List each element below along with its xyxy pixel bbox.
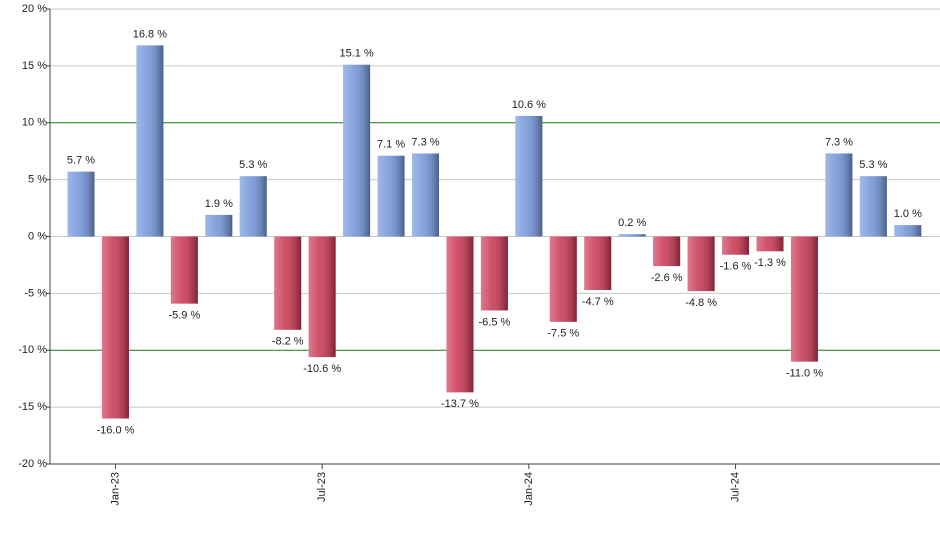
bar-shade	[480, 236, 508, 311]
data-label: -7.5 %	[547, 328, 579, 340]
bar-shade	[343, 64, 371, 237]
bar-shade	[825, 153, 853, 237]
data-label: 0.2 %	[618, 217, 646, 229]
y-tick-label: -15 %	[18, 401, 47, 413]
data-label: 5.7 %	[67, 155, 95, 167]
data-label: -10.6 %	[303, 363, 341, 375]
x-tick-label: Jul-23	[316, 472, 328, 502]
data-label: 15.1 %	[339, 48, 373, 60]
data-label: 5.3 %	[859, 159, 887, 171]
bar-shade	[618, 234, 646, 237]
y-tick-label: -10 %	[18, 344, 47, 356]
bar-shade	[549, 236, 577, 322]
bar-shade	[722, 236, 750, 255]
y-tick-label: 10 %	[22, 117, 47, 129]
data-label: -13.7 %	[441, 398, 479, 410]
data-label: 7.3 %	[825, 136, 853, 148]
y-tick-label: 20 %	[22, 3, 47, 15]
y-tick-label: 0 %	[28, 230, 47, 242]
data-label: -6.5 %	[479, 316, 511, 328]
bar-shade	[67, 171, 95, 237]
y-tick-label: 15 %	[22, 60, 47, 72]
bar-shade	[239, 176, 267, 237]
data-label: 7.1 %	[377, 139, 405, 151]
bar-shade	[894, 225, 922, 237]
y-tick-label: -5 %	[24, 287, 47, 299]
data-label: -4.7 %	[582, 296, 614, 308]
bar-shade	[101, 236, 129, 419]
data-label: -8.2 %	[272, 336, 304, 348]
bar-shade	[377, 155, 405, 237]
bar-shade	[859, 176, 887, 237]
bar-shade	[308, 236, 336, 358]
bar-shade	[756, 236, 784, 252]
x-tick-label: Jul-24	[729, 472, 741, 502]
bar-shade	[412, 153, 439, 237]
data-label: -4.8 %	[685, 297, 717, 309]
bar-shade	[136, 45, 164, 237]
bar-shade	[584, 236, 612, 290]
x-tick-label: Jan-23	[109, 472, 121, 506]
data-label: 7.3 %	[411, 136, 439, 148]
y-tick-label: -20 %	[18, 458, 47, 470]
data-label: 1.9 %	[205, 198, 233, 210]
data-label: -11.0 %	[786, 368, 823, 380]
data-label: -2.6 %	[651, 272, 683, 284]
x-tick-label: Jan-24	[523, 472, 535, 506]
y-tick-label: 5 %	[28, 174, 47, 186]
data-label: -16.0 %	[96, 424, 134, 436]
bar-shade	[205, 214, 233, 237]
data-label: -5.9 %	[168, 310, 200, 322]
data-label: -1.3 %	[754, 257, 786, 269]
data-label: 10.6 %	[512, 99, 546, 111]
bar-shade	[274, 236, 302, 330]
data-label: 16.8 %	[133, 28, 167, 40]
bar-shade	[687, 236, 715, 292]
data-label: 5.3 %	[239, 159, 267, 171]
bar-shade	[790, 236, 818, 362]
bar-shade	[653, 236, 681, 267]
data-label: 1.0 %	[894, 208, 922, 220]
bar-shade	[515, 115, 543, 237]
bar-shade	[170, 236, 198, 304]
bar-shade	[446, 236, 474, 393]
data-label: -1.6 %	[720, 261, 752, 273]
